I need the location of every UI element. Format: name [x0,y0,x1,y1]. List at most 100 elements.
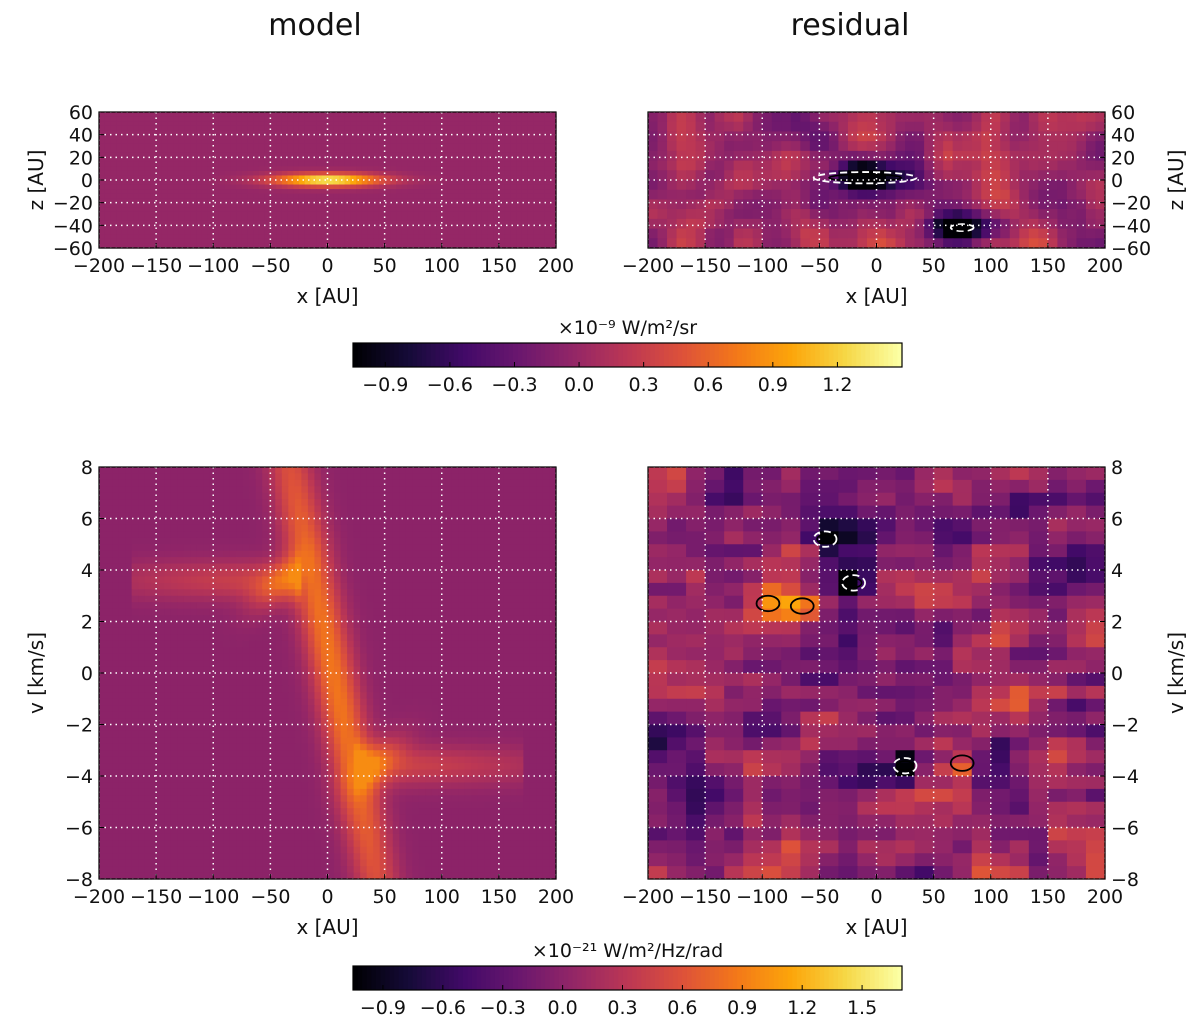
colorbar-segment [531,343,537,367]
colorbar-segment [375,343,382,367]
y-tick-label: −6 [65,818,93,840]
colorbar-segment [645,966,651,990]
colorbar-segment [526,343,533,367]
colorbar-segment [755,966,761,990]
colorbar-segment [810,343,816,367]
y-tick-label: 2 [1111,612,1123,634]
colorbar-segment [696,966,702,990]
colorbar-label: ×10⁻²¹ W/m²/Hz/rad [532,940,723,962]
colorbar-segment [485,343,491,367]
colorbar-segment [417,966,423,990]
y-tick-label: 6 [1111,509,1123,531]
colorbar-segment [481,966,487,990]
colorbar-segment [769,343,775,367]
colorbar-segment [892,343,899,367]
colorbar-segment [444,343,450,367]
negative-contour [949,223,975,232]
colorbar-segment [819,966,825,990]
colorbar-segment [783,343,789,367]
colorbar-segment [430,343,436,367]
colorbar-segment [641,343,647,367]
x-tick-label: −50 [799,255,839,277]
colorbar-segment [554,343,560,367]
image-colorbar: −0.9 −0.6 −0.3 0.0 0.3 0.6 0.9 1.2 ×10⁻⁹ W/m²/sr [352,317,903,396]
colorbar-segment [417,343,423,367]
colorbar-segment [677,966,683,990]
colorbar-segment [508,343,514,367]
colorbar-segment [723,966,729,990]
colorbar-segment [856,966,862,990]
positive-contour [789,597,815,615]
colorbar-segment [837,343,844,367]
colorbar-segment [366,343,372,367]
colorbar-segment [586,343,592,367]
colorbar-segment [444,966,450,990]
y-tick-label: 20 [69,147,93,169]
colorbar-segment [490,343,496,367]
colorbar-segment [783,966,789,990]
y-tick-label: 40 [69,125,93,147]
colorbar-segment [435,343,441,367]
negative-contour-inner [844,577,863,589]
y-tick-label: 60 [1111,102,1135,124]
x-tick-label: 100 [424,255,460,277]
colorbar-segment [760,966,766,990]
y-tick-label: 0 [1111,170,1123,192]
colorbar-segment [572,343,578,367]
y-tick-label: −40 [1111,215,1151,237]
colorbar-segment [755,343,761,367]
x-tick-label: −100 [736,255,788,277]
colorbar-segment [828,966,834,990]
colorbar-segment [577,966,583,990]
colorbar-segment [563,966,569,990]
colorbar-segment [366,966,372,990]
colorbar-segment [746,966,752,990]
x-tick-label: 100 [973,255,1009,277]
colorbar-segment [458,343,464,367]
colorbar-segment [719,343,725,367]
colorbar-segment [449,343,455,367]
x-tick-label: −100 [736,886,788,908]
x-axis-label: x [AU] [845,284,907,308]
colorbar-frame [352,965,903,991]
colorbar-tick-label: −0.3 [480,997,526,1019]
colorbar-segment [650,343,656,367]
y-tick-label: −40 [53,215,93,237]
colorbar-segment [357,343,363,367]
colorbar-segment [590,966,597,990]
y-tick-label: −8 [1111,869,1139,891]
colorbar-segment [664,343,670,367]
colorbar-tick-label: 0.0 [564,374,594,396]
colorbar-segment [874,343,880,367]
colorbar-segment [673,343,679,367]
colorbar-segment [737,343,743,367]
colorbar-segment [819,343,825,367]
x-tick-label: 0 [321,886,333,908]
colorbar-segment [764,966,770,990]
colorbar-segment [856,343,862,367]
colorbar-segment [577,343,583,367]
pv-colorbar: −0.9 −0.6 −0.3 0.0 0.3 0.6 0.9 1.2 1.5 ×10⁻²¹ W/m… [352,940,903,1019]
colorbar-segment [627,343,633,367]
colorbar-segment [622,343,629,367]
colorbar-segment [810,966,816,990]
colorbar-segment [668,966,674,990]
y-tick-label: 0 [1111,663,1123,685]
x-axis-label: x [AU] [296,284,358,308]
colorbar-segment [558,343,565,367]
model-column-title: model [268,8,361,43]
colorbar-segment [604,966,610,990]
colorbar-segment [700,966,706,990]
colorbar-segment [540,966,546,990]
colorbar-tick-label: 0.0 [548,997,578,1019]
colorbar-segment [709,343,716,367]
colorbar-segment [586,966,592,990]
x-tick-label: 100 [424,886,460,908]
colorbar-segment [851,966,857,990]
colorbar-segment [503,343,510,367]
colorbar-segment [517,966,523,990]
colorbar-segment [632,343,638,367]
y-tick-label: 2 [81,612,93,634]
colorbar-segment [833,966,839,990]
y-tick-label: 60 [69,102,93,124]
